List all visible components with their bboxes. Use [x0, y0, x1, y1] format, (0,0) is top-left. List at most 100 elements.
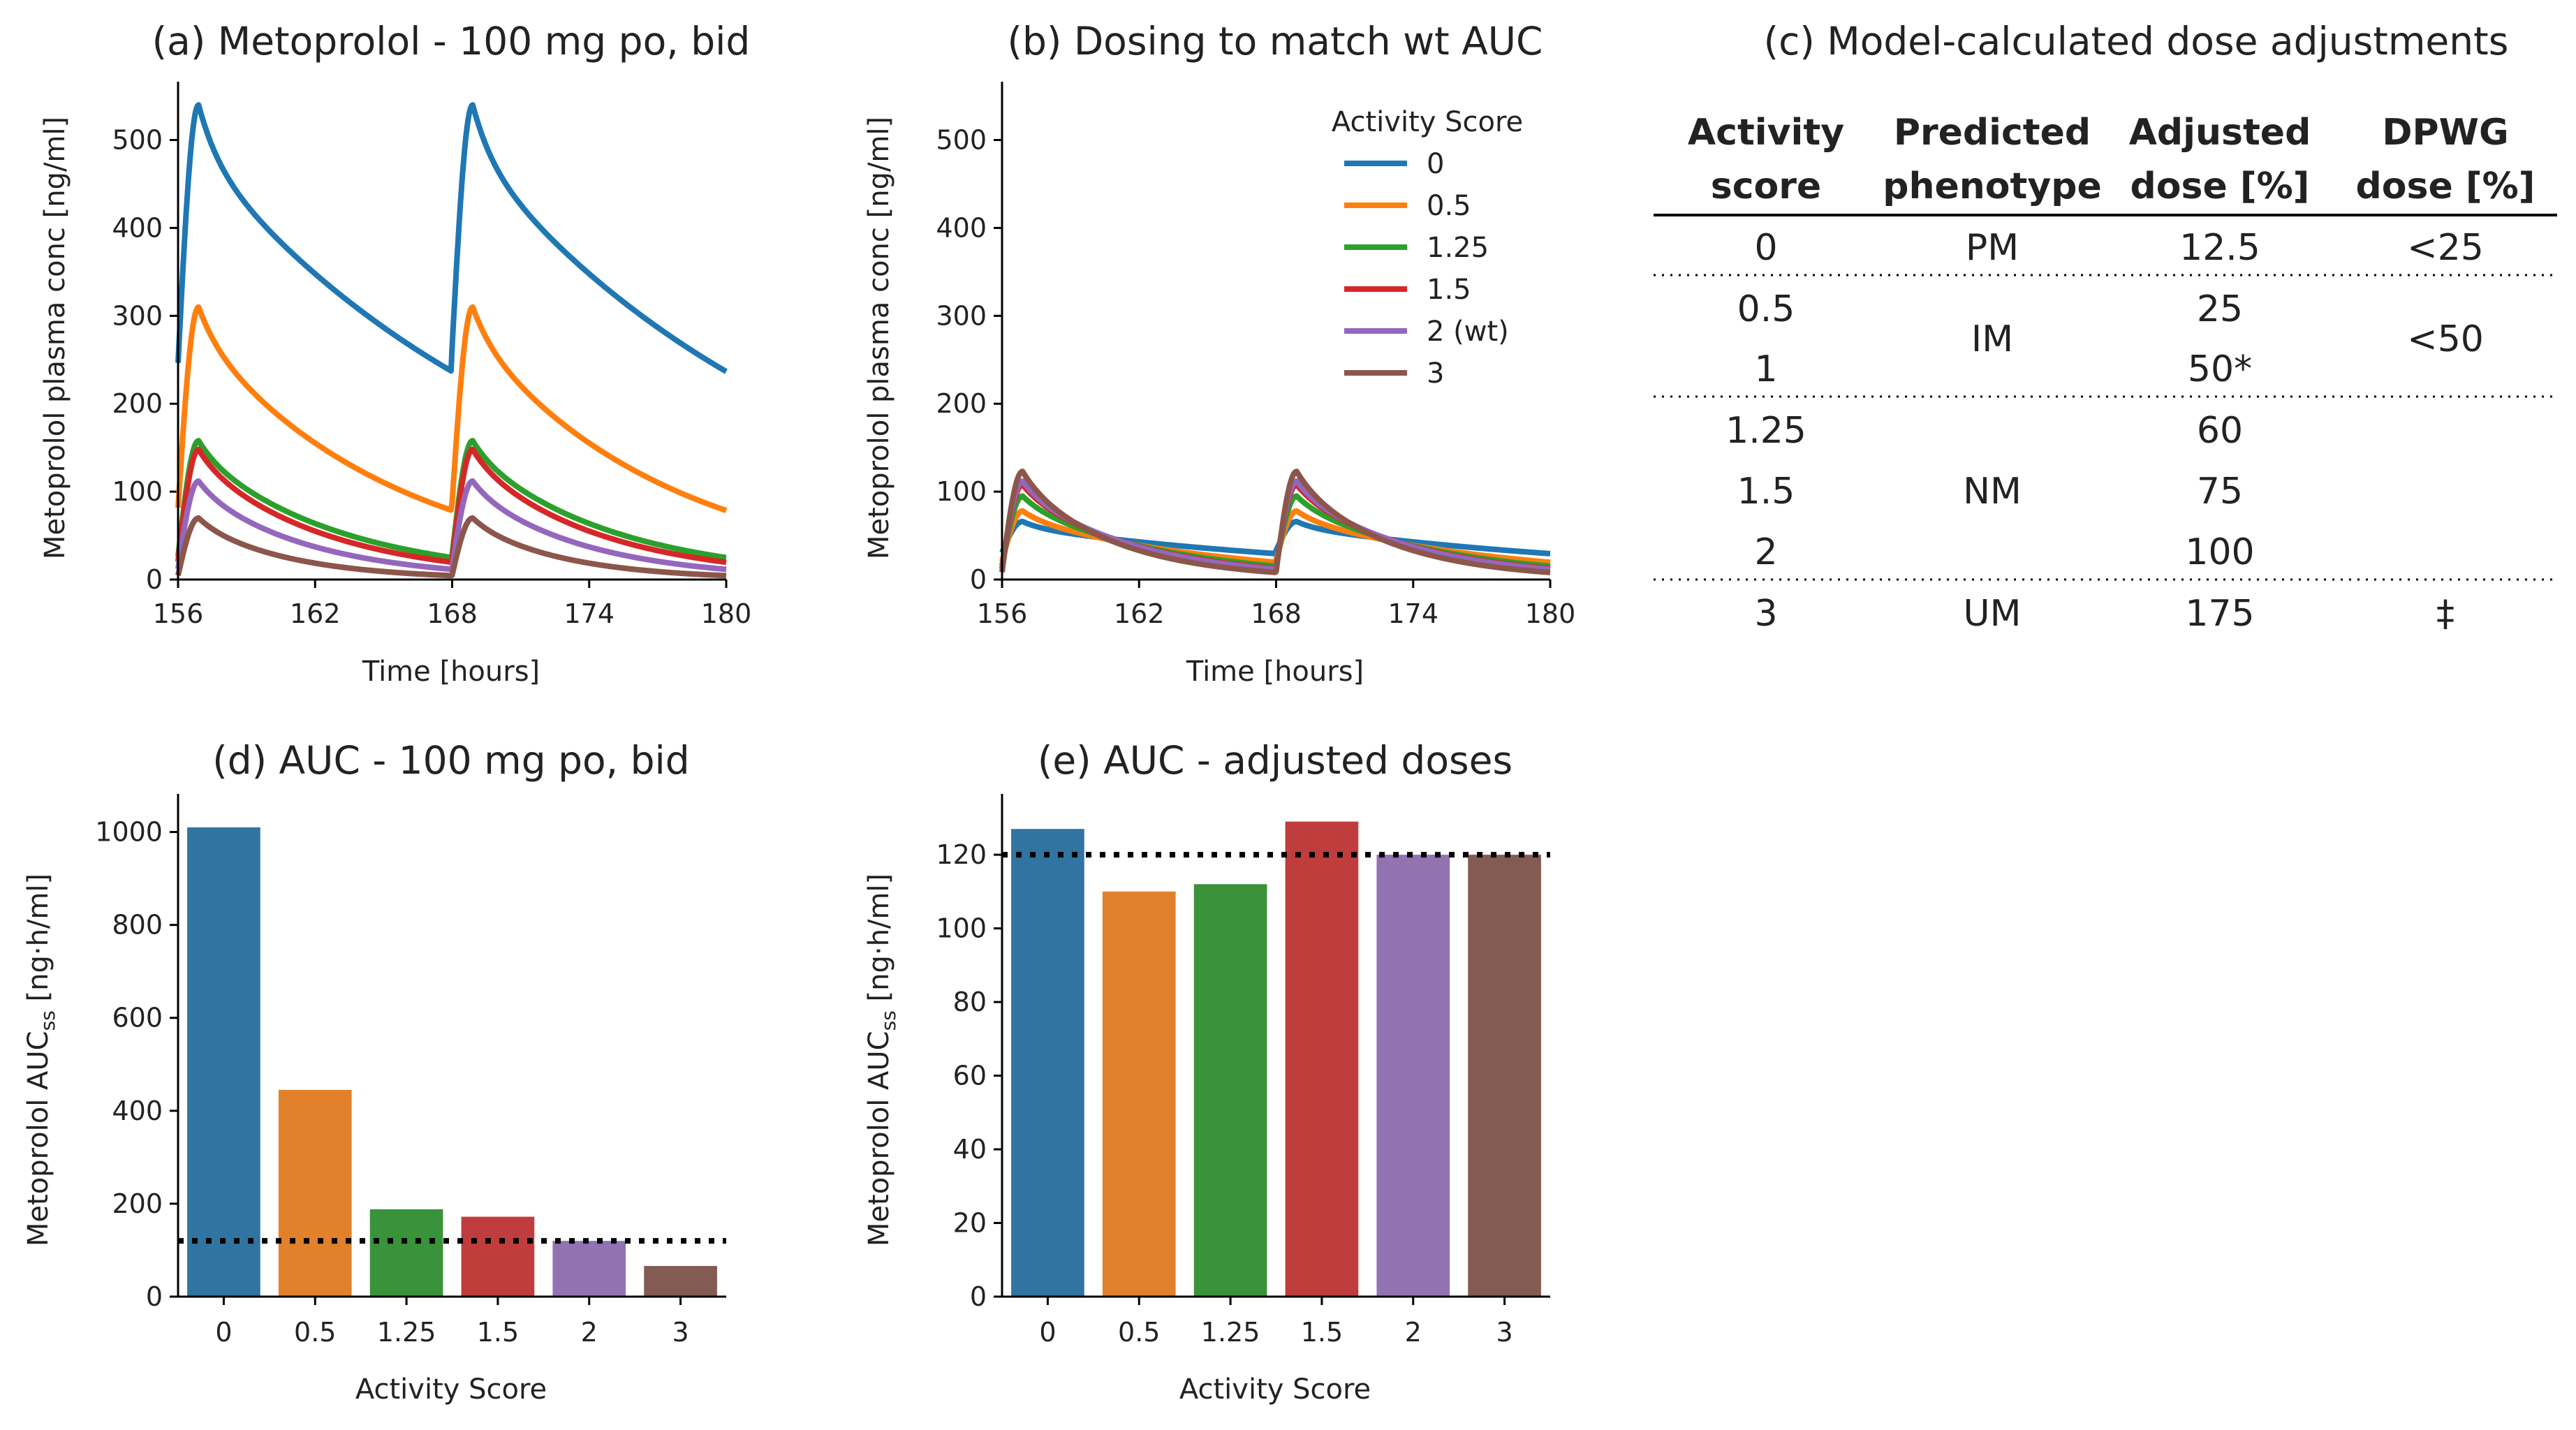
y-tick-label: 120 — [936, 839, 987, 870]
legend-label: 1.25 — [1427, 232, 1489, 264]
y-tick-label: 20 — [953, 1208, 987, 1239]
x-tick-label: 0 — [1039, 1317, 1056, 1348]
x-tick-label: 1.25 — [1201, 1317, 1260, 1348]
header-activity-score-line2: score — [1711, 165, 1821, 207]
y-tick-label: 200 — [112, 388, 163, 419]
panel-a-y-axis-label: Metoprolol plasma conc [ng/ml] — [39, 117, 71, 559]
y-tick-label: 400 — [112, 1096, 163, 1126]
panel-b-ticks: 156 162 168 174 180 0 100 200 300 400 500 — [936, 125, 1575, 629]
bar — [644, 1266, 717, 1297]
y-tick-label: 400 — [936, 212, 987, 243]
panel-e-bar-chart: (e) AUC - adjusted doses Metoprolol AUCs… — [863, 738, 1550, 1406]
panel-a-ticks: 156 162 168 174 180 0 100 200 300 400 500 — [112, 125, 751, 629]
table-cell-phenotype: PM — [1966, 227, 2019, 269]
y-tick-label: 0 — [970, 1281, 987, 1312]
x-tick-label: 180 — [1525, 598, 1576, 629]
panel-e-axes — [1001, 794, 1550, 1298]
panel-d-ticks: 0 200 400 600 800 1000 0 0.5 1.25 1.5 2 3 — [95, 817, 689, 1348]
y-tick-label: 100 — [112, 476, 163, 507]
header-dpwg-dose: DPWG — [2382, 112, 2508, 154]
x-tick-label: 1.5 — [477, 1317, 519, 1348]
table-cell-dose: 60 — [2197, 410, 2243, 452]
x-tick-label: 3 — [1496, 1317, 1513, 1348]
header-adjusted-dose-line2: dose [%] — [2130, 165, 2310, 207]
table-cell-score: 1.5 — [1737, 471, 1795, 513]
table-cell-score: 1 — [1754, 348, 1777, 390]
bar — [278, 1089, 352, 1297]
x-tick-label: 180 — [701, 598, 752, 629]
table-cell-dose: 100 — [2185, 531, 2254, 573]
x-tick-label: 162 — [1114, 598, 1165, 629]
x-tick-label: 168 — [1251, 598, 1302, 629]
table-cell-score: 0 — [1754, 227, 1777, 269]
bar — [187, 827, 260, 1297]
table-cell-dpwg: ‡ — [2436, 593, 2454, 635]
table-cell-score: 1.25 — [1725, 410, 1806, 452]
legend-label: 0.5 — [1427, 190, 1471, 222]
panel-e-ylabel-main: Metoprolol AUC — [863, 1031, 895, 1246]
y-tick-label: 80 — [953, 987, 987, 1017]
y-tick-label: 300 — [112, 300, 163, 331]
bar — [1102, 891, 1176, 1297]
legend-title: Activity Score — [1332, 106, 1523, 138]
panel-e-title: (e) AUC - adjusted doses — [1038, 738, 1513, 783]
panel-d-bar-chart: (d) AUC - 100 mg po, bid Metoprolol AUCs… — [22, 738, 726, 1406]
panel-a-line-chart: (a) Metoprolol - 100 mg po, bid Metoprol… — [39, 19, 751, 688]
y-tick-label: 60 — [953, 1061, 987, 1091]
table-cell-dose: 75 — [2197, 471, 2243, 513]
panel-d-ylabel-main: Metoprolol AUC — [22, 1031, 54, 1246]
bar — [1285, 821, 1359, 1297]
panel-e-ylabel-sub: ss — [877, 1010, 900, 1031]
y-tick-label: 100 — [936, 476, 987, 507]
legend-label: 1.5 — [1427, 274, 1471, 306]
x-tick-label: 156 — [153, 598, 204, 629]
table-cell-score: 2 — [1754, 531, 1777, 573]
panel-d-bars — [187, 827, 717, 1297]
panel-b-axes — [1001, 82, 1550, 581]
header-predicted-phenotype: Predicted — [1894, 112, 2091, 154]
bar — [1193, 884, 1267, 1297]
y-tick-label: 500 — [936, 125, 987, 156]
y-tick-label: 200 — [936, 388, 987, 419]
bar — [1011, 829, 1084, 1297]
x-tick-label: 0 — [215, 1317, 232, 1348]
panel-d-ylabel-sub: ss — [36, 1010, 59, 1031]
panel-a-title: (a) Metoprolol - 100 mg po, bid — [152, 19, 751, 64]
x-tick-label: 0.5 — [294, 1317, 336, 1348]
y-tick-label: 1000 — [95, 817, 163, 848]
header-adjusted-dose: Adjusted — [2129, 112, 2311, 154]
x-tick-label: 162 — [290, 598, 341, 629]
panel-b-legend: Activity Score 0 0.5 1.25 1.5 2 (wt) 3 — [1332, 106, 1523, 390]
panel-a-axes — [177, 82, 726, 581]
header-activity-score: Activity — [1688, 112, 1844, 154]
table-cell-dpwg: <25 — [2407, 227, 2484, 269]
x-tick-label: 0.5 — [1118, 1317, 1160, 1348]
table-cell-phenotype: IM — [1971, 318, 2013, 360]
x-tick-label: 174 — [564, 598, 614, 629]
panel-d-ylabel-unit: [ng·h/ml] — [22, 874, 54, 1010]
bar — [461, 1216, 535, 1297]
y-tick-label: 40 — [953, 1134, 987, 1165]
table-cell-dose: 50* — [2188, 348, 2252, 390]
y-tick-label: 0 — [970, 564, 987, 595]
table-cell-score: 0.5 — [1737, 288, 1795, 330]
panel-c-dose-table: (c) Model-calculated dose adjustments Ac… — [1654, 19, 2557, 635]
panel-b-y-axis-label: Metoprolol plasma conc [ng/ml] — [863, 117, 895, 559]
panel-d-title: (d) AUC - 100 mg po, bid — [212, 738, 689, 783]
panel-d-x-axis-label: Activity Score — [355, 1373, 547, 1406]
x-tick-label: 174 — [1388, 598, 1438, 629]
x-tick-label: 1.5 — [1301, 1317, 1343, 1348]
legend-label: 3 — [1427, 358, 1444, 390]
x-tick-label: 2 — [1405, 1317, 1422, 1348]
panel-e-ticks: 0 20 40 60 80 100 120 0 0.5 1.25 1.5 2 3 — [936, 839, 1513, 1348]
y-tick-label: 800 — [112, 910, 163, 941]
series-line — [175, 304, 728, 513]
panel-a-lines — [175, 102, 728, 579]
x-tick-label: 3 — [672, 1317, 689, 1348]
header-dpwg-dose-line2: dose [%] — [2356, 165, 2535, 207]
legend-label: 0 — [1427, 148, 1444, 180]
panel-b-lines — [999, 469, 1552, 575]
series-line — [175, 515, 728, 579]
table-cell-dose: 12.5 — [2179, 227, 2260, 269]
